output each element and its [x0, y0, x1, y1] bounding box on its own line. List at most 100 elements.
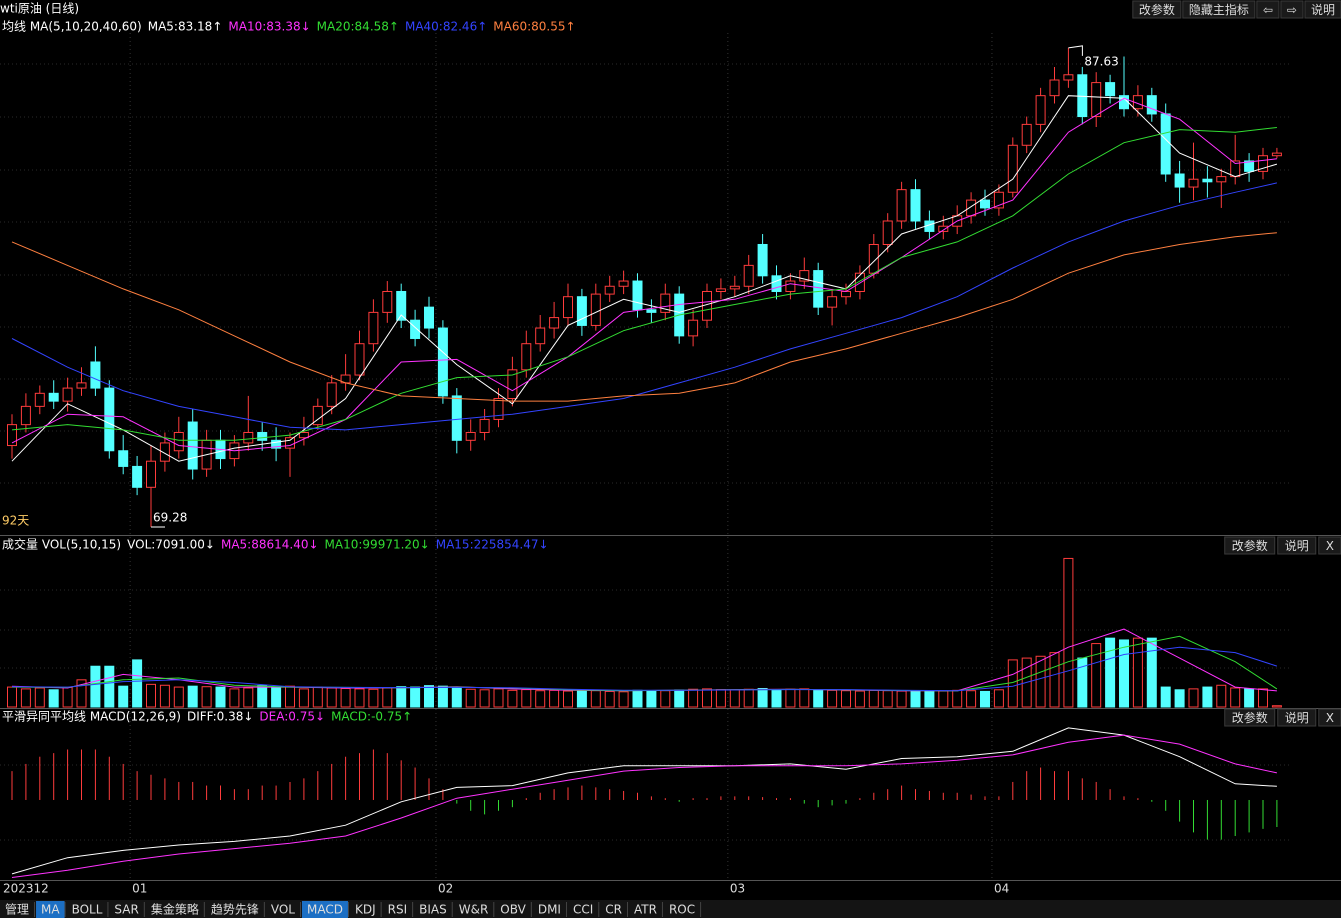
candle-body: [966, 199, 977, 217]
tab[interactable]: [414, 901, 452, 918]
candle-body: [882, 220, 893, 245]
tab[interactable]: [495, 901, 531, 918]
tab-label[interactable]: VOL: [271, 903, 295, 917]
candle-body: [646, 309, 657, 313]
tab-label[interactable]: 管理: [5, 902, 29, 917]
button[interactable]: [1318, 708, 1341, 727]
tab[interactable]: [205, 901, 264, 918]
button-label[interactable]: 说明: [1285, 538, 1309, 553]
tab-label[interactable]: BIAS: [419, 903, 447, 917]
button[interactable]: [1182, 0, 1256, 19]
volume-bar: [271, 686, 282, 708]
candle-body: [354, 343, 365, 376]
volume-bar: [771, 689, 782, 708]
tab-label[interactable]: ROC: [669, 903, 695, 917]
button-label[interactable]: ⇦: [1263, 3, 1273, 17]
x-tick-label: 01: [132, 882, 147, 896]
button[interactable]: [1224, 708, 1276, 727]
tab[interactable]: [382, 901, 413, 918]
candle-body: [590, 293, 601, 326]
candle-body: [743, 264, 754, 287]
volume-bar: [993, 689, 1004, 708]
tab-label[interactable]: SAR: [114, 903, 138, 917]
tab[interactable]: [600, 901, 627, 918]
tab-label[interactable]: W&R: [459, 903, 489, 917]
candle-body: [1188, 178, 1199, 188]
button-label[interactable]: 改参数: [1232, 710, 1268, 725]
tab-label[interactable]: 集金策略: [151, 902, 199, 917]
tab[interactable]: [532, 901, 566, 918]
tab[interactable]: [265, 901, 300, 918]
volume-bar: [882, 690, 893, 708]
button[interactable]: [1277, 708, 1317, 727]
candle-body: [298, 431, 309, 439]
volume-bar: [159, 684, 170, 708]
legend-entry: MA40:82.46↑: [405, 20, 487, 34]
indicator-line: [11, 646, 1278, 692]
tab[interactable]: [36, 901, 65, 918]
tab[interactable]: [145, 901, 204, 918]
button[interactable]: [1277, 536, 1317, 555]
volume-bar: [451, 686, 462, 708]
tab-label[interactable]: MA: [41, 903, 60, 917]
button-label[interactable]: 说明: [1311, 2, 1335, 17]
candle-body: [535, 327, 546, 345]
button[interactable]: [1256, 0, 1280, 19]
window-title: wti原油 (日线): [0, 2, 79, 16]
tab-label[interactable]: MACD: [307, 903, 343, 917]
button[interactable]: [1224, 536, 1276, 555]
button-label[interactable]: X: [1326, 711, 1334, 725]
volume-bar: [1105, 637, 1116, 708]
tab[interactable]: [0, 901, 35, 918]
tab-label[interactable]: 趋势先锋: [211, 903, 259, 917]
tab-label[interactable]: OBV: [500, 903, 526, 917]
volume-bar: [20, 688, 31, 708]
tab[interactable]: [453, 901, 494, 918]
candle-body: [159, 442, 170, 462]
tab[interactable]: [66, 901, 108, 918]
volume-bar: [285, 685, 295, 708]
volume-bar: [618, 691, 629, 708]
volume-bar: [757, 688, 768, 708]
x-tick-label: 02: [438, 882, 453, 896]
tab-label[interactable]: BOLL: [72, 903, 103, 917]
volume-bar: [312, 686, 323, 708]
candle-body: [243, 431, 254, 444]
tab-label[interactable]: KDJ: [355, 903, 376, 917]
button[interactable]: [1318, 536, 1341, 555]
button[interactable]: [1132, 0, 1182, 19]
candle-body: [1258, 155, 1268, 172]
candle-body: [1007, 144, 1018, 193]
button-label[interactable]: 说明: [1285, 710, 1309, 725]
tab[interactable]: [567, 901, 599, 918]
candle-body: [632, 280, 643, 311]
button-label[interactable]: 改参数: [1139, 2, 1175, 17]
button-label[interactable]: 改参数: [1232, 538, 1268, 553]
candle-body: [479, 418, 490, 433]
tab-label[interactable]: DMI: [538, 903, 561, 917]
tab[interactable]: [663, 901, 701, 918]
button-label[interactable]: X: [1326, 539, 1334, 553]
tab[interactable]: [301, 901, 348, 918]
volume-bar: [1160, 686, 1171, 708]
tab-label[interactable]: ATR: [634, 903, 657, 917]
button-label[interactable]: ⇨: [1287, 3, 1297, 17]
button[interactable]: [1304, 0, 1341, 19]
volume-bar: [326, 687, 337, 708]
tab-label[interactable]: CCI: [573, 903, 593, 917]
volume-bar: [1146, 637, 1157, 708]
tab[interactable]: [628, 901, 662, 918]
button[interactable]: [1280, 0, 1304, 19]
tab-label[interactable]: RSI: [388, 903, 408, 917]
button-label[interactable]: 隐藏主指标: [1189, 2, 1249, 17]
candle-body: [173, 431, 184, 452]
volume-bar: [576, 689, 587, 708]
high-marker: [1068, 45, 1083, 56]
legend-entry: DEA:0.75↓: [259, 710, 325, 724]
tab-label[interactable]: CR: [605, 903, 622, 917]
volume-bar: [437, 685, 448, 708]
tab[interactable]: [109, 901, 144, 918]
tab[interactable]: [349, 901, 381, 918]
candle-body: [938, 225, 949, 232]
